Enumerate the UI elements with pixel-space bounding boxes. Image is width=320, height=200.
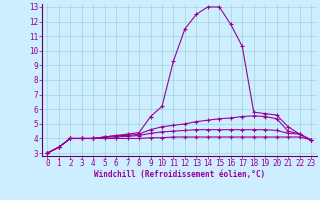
X-axis label: Windchill (Refroidissement éolien,°C): Windchill (Refroidissement éolien,°C) — [94, 170, 265, 179]
